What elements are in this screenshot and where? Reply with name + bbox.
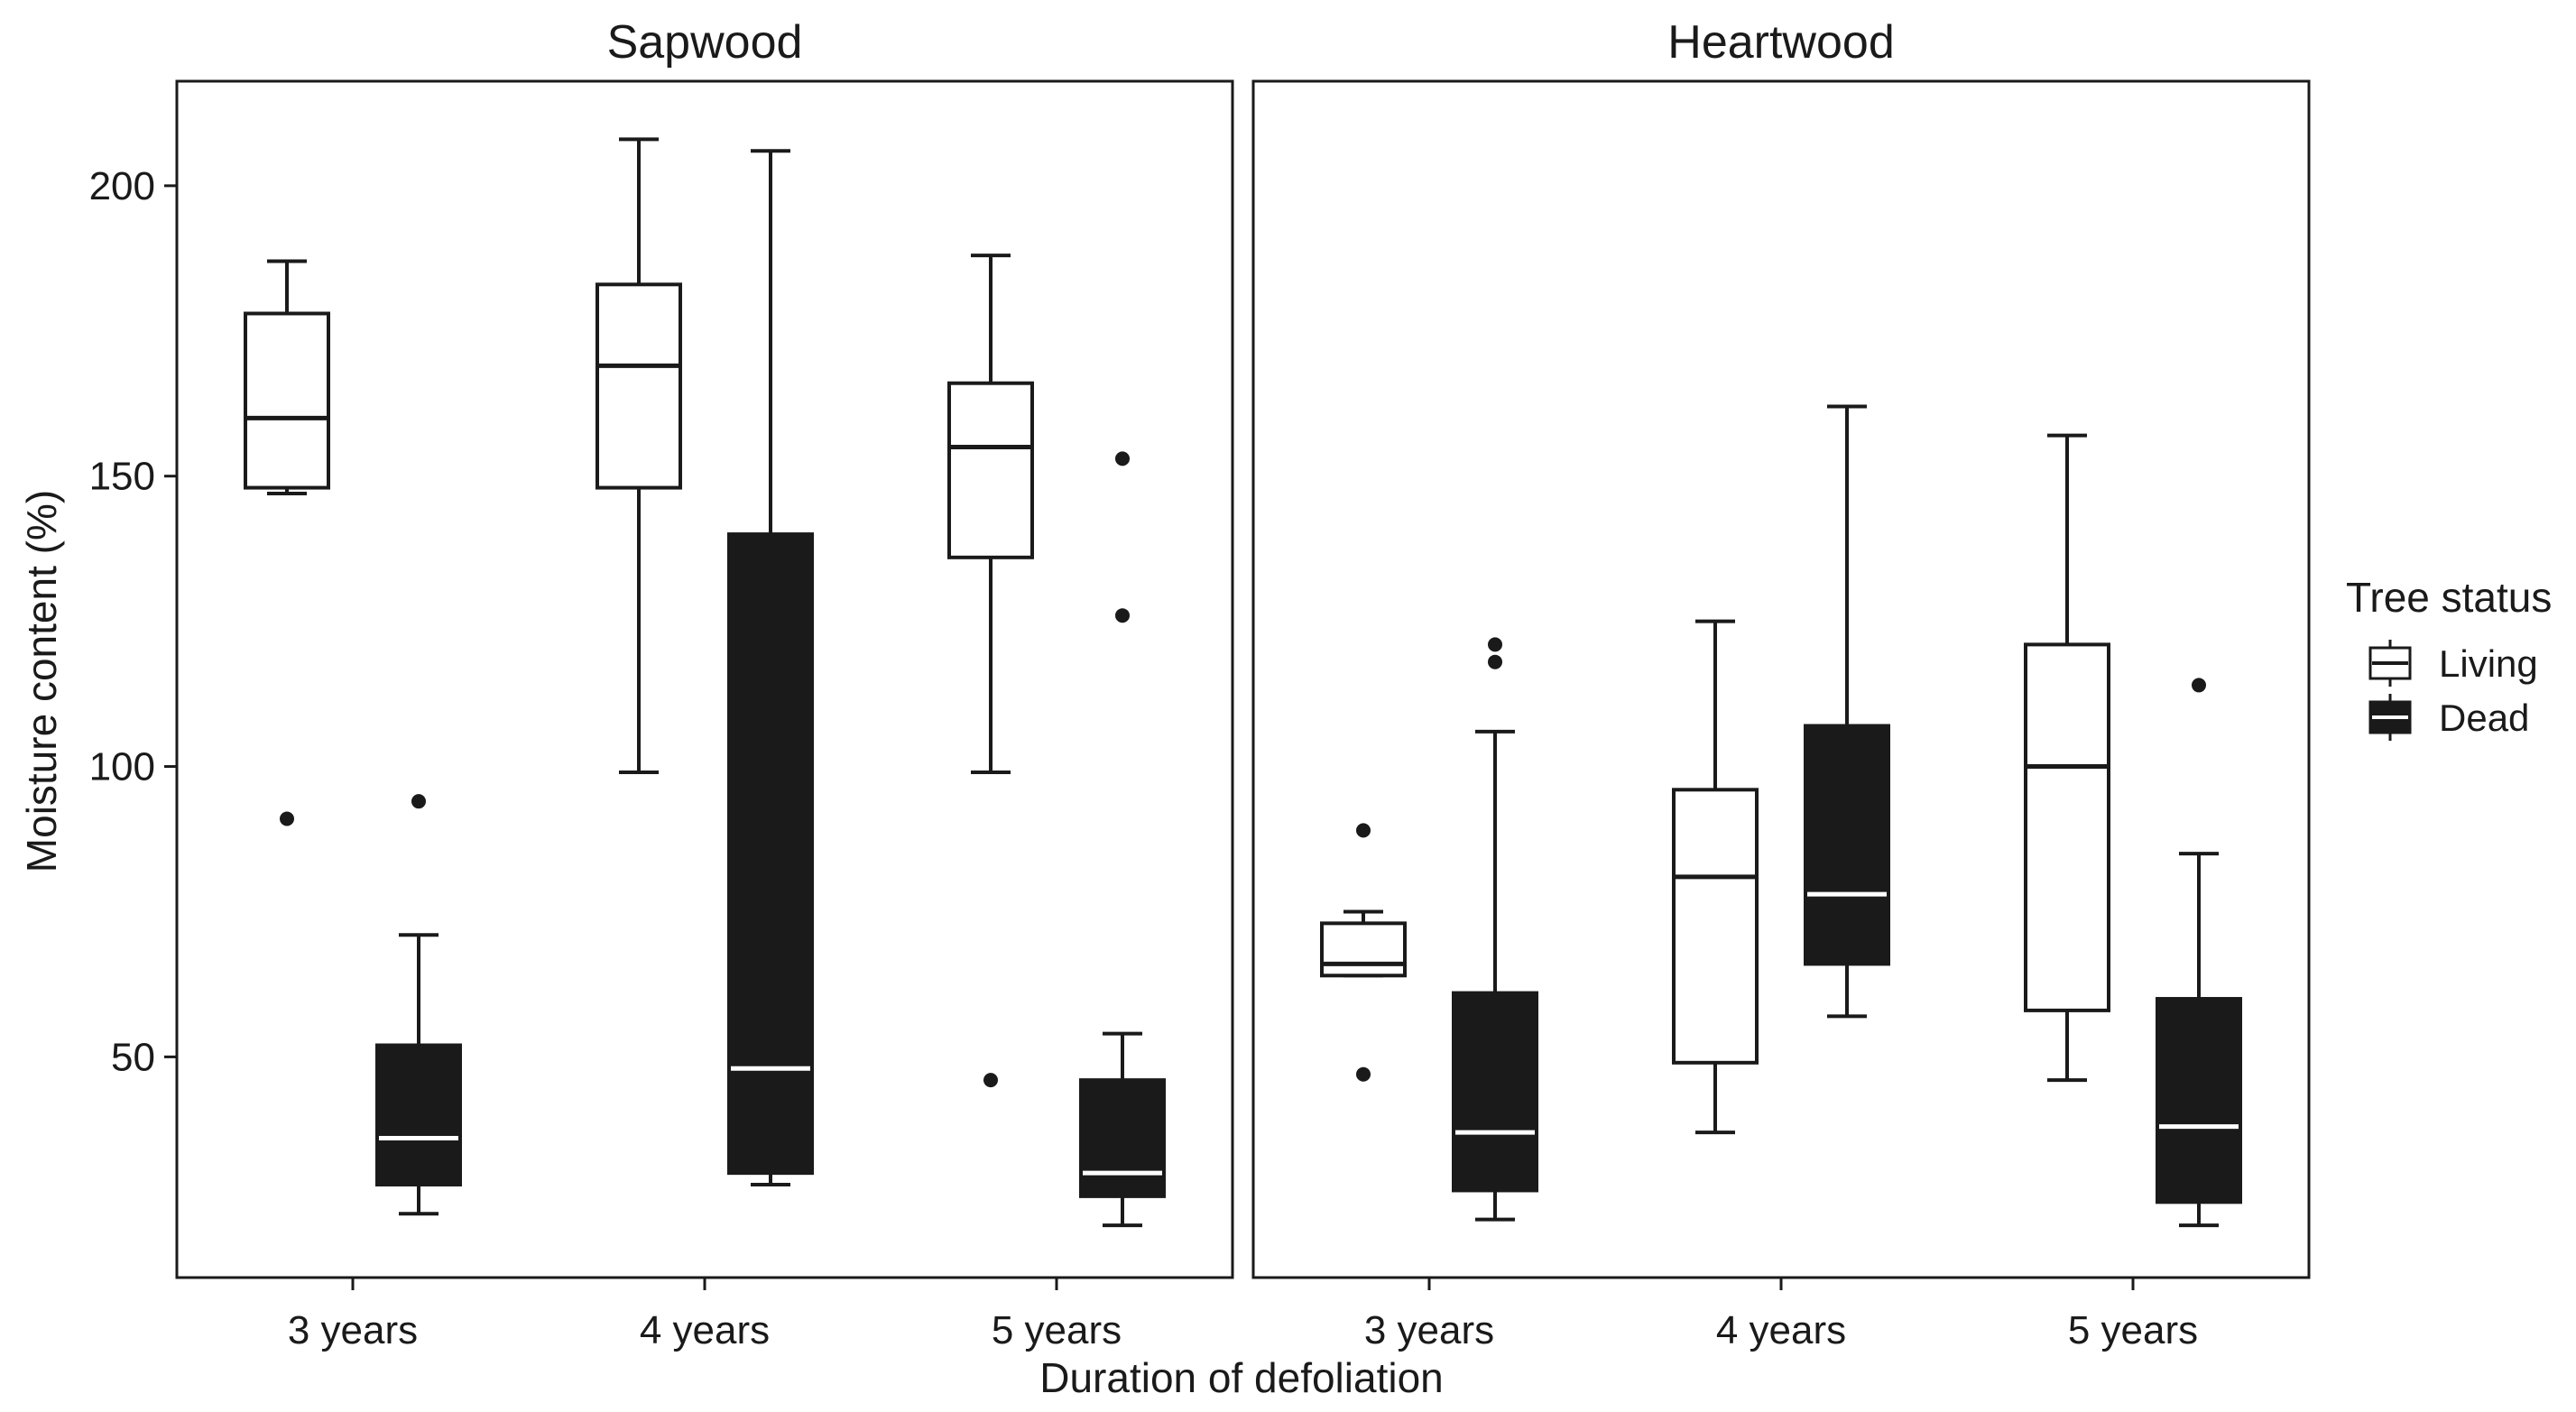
outlier-point: [1356, 823, 1371, 838]
x-tick-label: 5 years: [992, 1308, 1122, 1352]
box-iqr: [244, 311, 330, 490]
outlier-point: [983, 1073, 998, 1088]
x-tick-label: 3 years: [288, 1308, 418, 1352]
outlier-point: [411, 794, 426, 809]
facet-title: Sapwood: [607, 16, 803, 69]
box-4-years-dead: [1804, 404, 1890, 1019]
legend-key-dead: [2368, 694, 2412, 741]
box-iqr: [1804, 724, 1890, 966]
x-tick-label: 5 years: [2068, 1308, 2198, 1352]
box-3-years-dead: [375, 794, 462, 1216]
box-4-years-living: [596, 137, 682, 774]
box-5-years-dead: [1079, 451, 1166, 1228]
legend-label-dead: Dead: [2439, 697, 2529, 739]
outlier-point: [280, 811, 294, 826]
box-3-years-living: [1320, 823, 1407, 1082]
y-tick-label: 200: [89, 164, 155, 208]
box-5-years-dead: [2156, 678, 2242, 1228]
outlier-point: [2192, 678, 2206, 693]
facet-panel-heartwood: Heartwood 3 years 4 years 5 years: [1251, 16, 2311, 1352]
outlier-point: [1115, 451, 1130, 466]
facet-title: Heartwood: [1667, 16, 1894, 69]
legend-title: Tree status: [2346, 574, 2552, 621]
y-tick-label: 50: [111, 1035, 155, 1079]
box-iqr: [1079, 1078, 1166, 1198]
facet-panel-sapwood: Sapwood 3 years 4 years 5 years: [175, 16, 1234, 1352]
box-iqr: [375, 1043, 462, 1187]
y-axis-title: Moisture content (%): [18, 490, 65, 872]
box-4-years-dead: [727, 149, 814, 1187]
x-tick-label: 3 years: [1364, 1308, 1494, 1352]
box-iqr: [2156, 997, 2242, 1204]
box-iqr: [1672, 788, 1759, 1065]
box-5-years-living: [2024, 433, 2110, 1083]
box-iqr: [727, 532, 814, 1176]
outlier-point: [1488, 654, 1502, 669]
legend-label-living: Living: [2439, 642, 2538, 685]
box-5-years-living: [947, 254, 1034, 1088]
y-tick-label: 150: [89, 455, 155, 499]
outlier-point: [1488, 637, 1502, 652]
legend-key-living: [2368, 640, 2412, 687]
x-axis-title: Duration of defoliation: [1039, 1354, 1444, 1401]
box-iqr: [2024, 642, 2110, 1012]
box-3-years-dead: [1452, 637, 1538, 1222]
box-iqr: [1452, 991, 1538, 1193]
box-iqr: [947, 381, 1034, 559]
box-iqr: [596, 282, 682, 490]
outlier-point: [1356, 1066, 1371, 1082]
x-tick-label: 4 years: [1716, 1308, 1846, 1352]
y-tick-label: 100: [89, 745, 155, 789]
legend: Tree status Living Dead: [2346, 574, 2552, 741]
box-3-years-living: [244, 259, 330, 826]
box-4-years-living: [1672, 619, 1759, 1135]
x-tick-label: 4 years: [640, 1308, 770, 1352]
box-iqr: [1320, 921, 1407, 978]
outlier-point: [1115, 608, 1130, 623]
